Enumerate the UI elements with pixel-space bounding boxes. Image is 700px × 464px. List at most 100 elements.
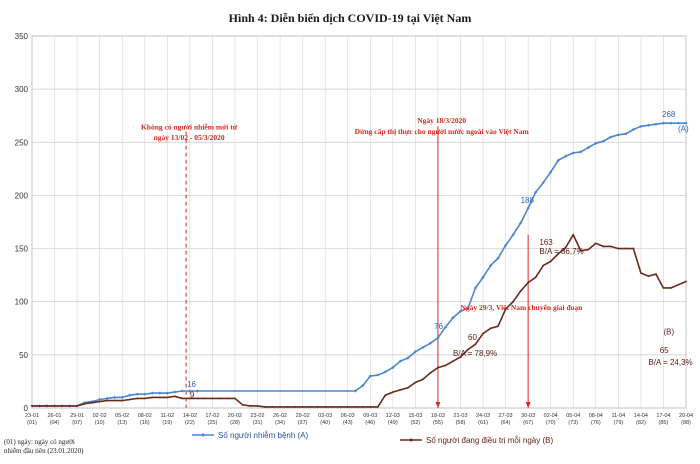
series-b-point <box>301 406 304 408</box>
x-tick-day: (37) <box>298 420 308 426</box>
footnote-line-2: nhiễm đầu tiên (23.01.2020) <box>4 447 84 455</box>
x-tick-day: (04) <box>50 420 60 426</box>
series-a-point <box>195 389 199 393</box>
series-b-point <box>113 399 116 402</box>
y-tick-label: 250 <box>15 138 29 147</box>
x-tick-label: 21-03 <box>453 413 467 419</box>
x-tick-label: 24-03 <box>476 413 490 419</box>
label-76: 76 <box>434 322 443 331</box>
y-tick-label: 350 <box>15 32 29 41</box>
series-b-point <box>384 394 387 397</box>
series-b-point <box>670 286 672 289</box>
series-a-point <box>150 391 154 395</box>
series-b-point <box>128 398 131 401</box>
series-a-point <box>631 127 635 132</box>
series-b-point <box>594 242 597 245</box>
ratio-60: B/A = 78,9% <box>453 349 497 358</box>
series-b-point <box>549 260 552 263</box>
series-a-point <box>128 393 132 397</box>
x-tick-label: 17-02 <box>205 413 219 419</box>
series-b-point <box>151 396 154 399</box>
label-60: 60 <box>468 333 477 342</box>
x-tick-day: (07) <box>72 420 82 426</box>
series-b-point <box>61 404 63 407</box>
series-b-point <box>76 404 79 407</box>
series-a-point <box>511 233 515 237</box>
x-tick-label: 03-03 <box>318 413 332 419</box>
series-b-point <box>279 406 281 408</box>
x-tick-day: (64) <box>501 420 511 426</box>
series-b-point <box>391 391 394 393</box>
series-a-point <box>526 206 530 210</box>
phase-arrow-head <box>525 402 531 408</box>
y-tick-label: 300 <box>15 85 29 94</box>
series-b-point <box>38 404 41 407</box>
series-a-point <box>135 392 139 396</box>
series-b-point <box>489 327 492 330</box>
y-tick-label: 0 <box>24 404 29 413</box>
x-tick-day: (25) <box>208 420 218 426</box>
series-b-point <box>83 402 86 405</box>
y-tick-label: 50 <box>19 351 28 360</box>
x-tick-day: (46) <box>365 420 375 426</box>
x-tick-label: 23-01 <box>25 413 39 419</box>
series-a-point <box>105 396 109 401</box>
x-tick-label: 06-03 <box>341 413 355 419</box>
series-b-point <box>504 308 507 311</box>
x-tick-label: 23-02 <box>250 413 264 419</box>
series-a-point <box>488 263 493 268</box>
series-b-point <box>121 399 124 402</box>
series-a-point <box>436 336 440 340</box>
x-tick-day: (40) <box>320 420 330 426</box>
label-188: 188 <box>521 196 535 205</box>
series-a-point <box>421 345 425 350</box>
series-b-point <box>106 399 109 402</box>
series-a-point <box>428 341 433 345</box>
series-b-point <box>482 332 484 335</box>
series-b-point <box>655 273 657 275</box>
y-tick-label: 200 <box>15 191 29 200</box>
label-16: 16 <box>187 380 196 389</box>
label-163: 163 <box>539 238 553 247</box>
series-a-point <box>684 121 688 125</box>
series-b-point <box>339 406 342 408</box>
series-b-point <box>519 290 522 292</box>
series-b-point <box>609 245 612 248</box>
series-a-point <box>143 392 147 396</box>
series-b-point <box>414 381 417 384</box>
series-b-point <box>98 400 101 403</box>
series-b-point <box>136 397 139 400</box>
series-b-point <box>324 406 327 408</box>
series-b-point <box>527 281 530 284</box>
series-a-point <box>165 391 169 395</box>
ratio-65: B/A = 24,3% <box>648 358 692 367</box>
series-a-point <box>669 121 673 125</box>
series-a-point <box>616 133 620 137</box>
series-b-point <box>294 406 297 408</box>
series-a-point <box>519 221 523 225</box>
series-a-point <box>398 359 402 363</box>
x-tick-day: (70) <box>546 420 556 426</box>
plot-frame <box>31 35 687 409</box>
series-b-point <box>53 404 56 407</box>
grid <box>31 35 687 409</box>
x-tick-day: (34) <box>275 420 285 426</box>
x-tick-label: 26-02 <box>273 413 287 419</box>
x-tick-day: (52) <box>410 420 420 426</box>
series-b-point <box>639 272 642 274</box>
x-tick-label: 08-02 <box>138 413 152 419</box>
label-9: 9 <box>190 390 195 399</box>
series-a-point <box>368 374 372 378</box>
series-b-point <box>587 248 590 251</box>
x-tick-label: 20-02 <box>228 413 242 419</box>
series-b-point <box>534 276 537 279</box>
series-a-point <box>473 286 478 290</box>
series-b-point <box>234 397 236 400</box>
series-b-point <box>143 397 146 400</box>
label-268: 268 <box>662 110 676 119</box>
x-tick-label: 29-01 <box>70 413 84 419</box>
series-b-point <box>226 397 229 400</box>
series-a-point <box>579 150 583 154</box>
